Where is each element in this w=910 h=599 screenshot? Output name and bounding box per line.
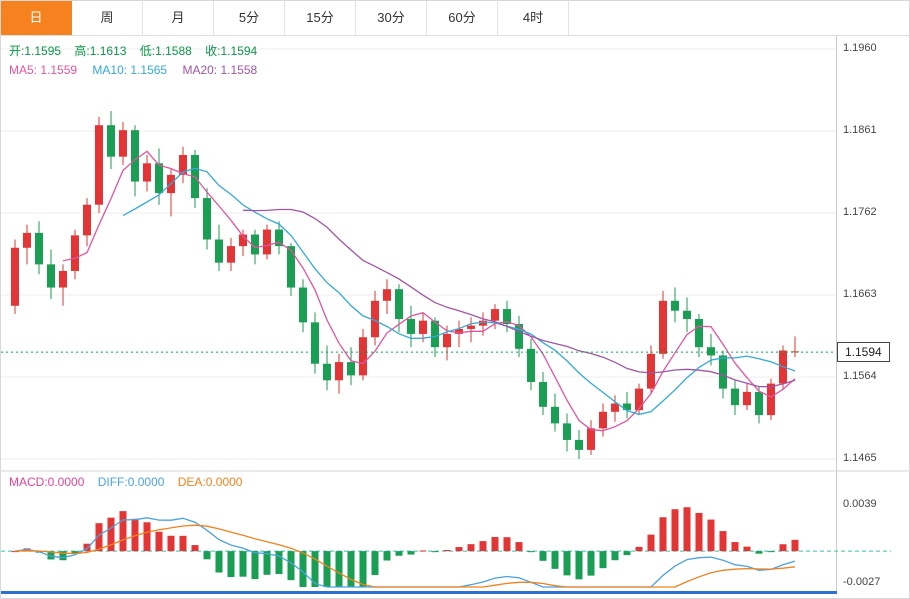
tab-4hour[interactable]: 4时	[498, 1, 569, 35]
open-value: 开:1.1595	[9, 44, 62, 58]
macd-tick: 0.0039	[843, 497, 877, 510]
low-value: 低:1.1588	[139, 44, 192, 58]
ma10-value: MA10: 1.1565	[92, 63, 168, 77]
tab-5min[interactable]: 5分	[214, 1, 285, 35]
tabbar-filler	[569, 1, 909, 35]
macd-info: MACD:0.0000 DIFF:0.0000 DEA:0.0000	[9, 475, 252, 489]
tab-day[interactable]: 日	[1, 1, 72, 35]
close-value: 收:1.1594	[205, 44, 258, 58]
ohlc-info: 开:1.1595 高:1.1613 低:1.1588 收:1.1594	[9, 42, 267, 59]
tab-30min[interactable]: 30分	[356, 1, 427, 35]
macd-value: MACD:0.0000	[9, 475, 85, 489]
price-tick: 1.1960	[843, 42, 877, 54]
timeframe-tabbar: 日 周 月 5分 15分 30分 60分 4时	[1, 1, 909, 36]
macd-tick: -0.0027	[843, 576, 881, 589]
price-tick: 1.1663	[843, 288, 877, 300]
ma20-value: MA20: 1.1558	[182, 63, 258, 77]
dea-value: DEA:0.0000	[177, 475, 243, 489]
bottom-border-line	[1, 591, 837, 594]
tab-15min[interactable]: 15分	[285, 1, 356, 35]
price-tick: 1.1861	[843, 124, 877, 136]
price-tick: 1.1564	[843, 370, 877, 382]
ma5-value: MA5: 1.1559	[9, 63, 78, 77]
price-tick: 1.1465	[843, 452, 877, 464]
tab-60min[interactable]: 60分	[427, 1, 498, 35]
tab-week[interactable]: 周	[72, 1, 143, 35]
high-value: 高:1.1613	[74, 44, 127, 58]
diff-value: DIFF:0.0000	[97, 475, 165, 489]
price-tick: 1.1762	[843, 206, 877, 218]
tab-month[interactable]: 月	[143, 1, 214, 35]
ma-info: MA5: 1.1559 MA10: 1.1565 MA20: 1.1558	[9, 63, 269, 77]
current-price-badge: 1.1594	[837, 342, 890, 363]
